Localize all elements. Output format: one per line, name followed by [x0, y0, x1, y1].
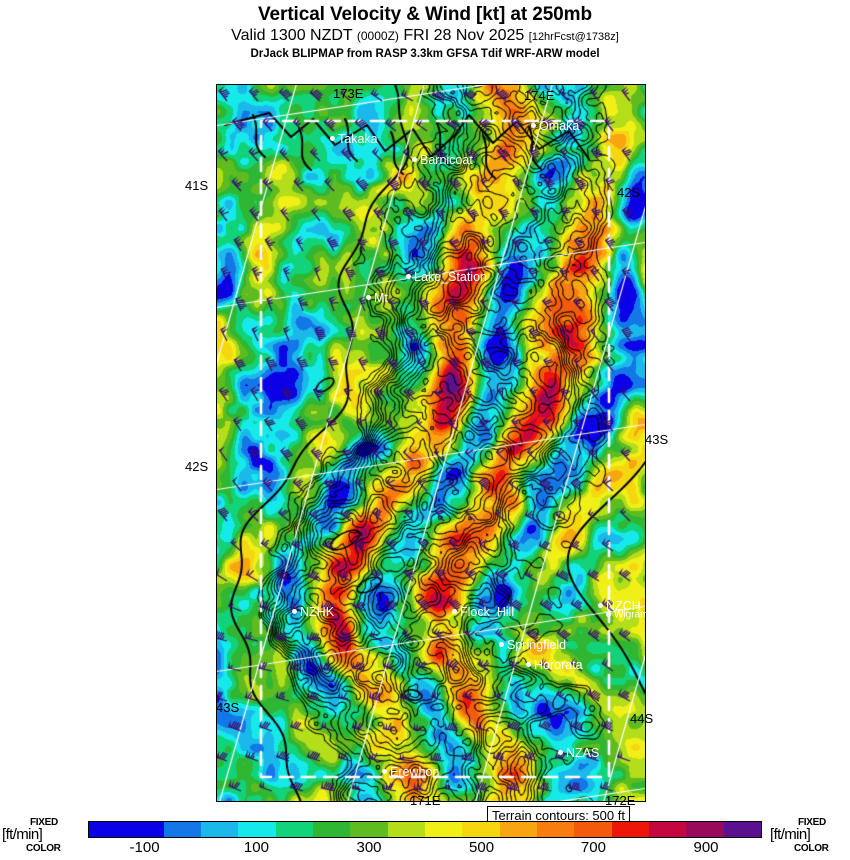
valid-time-line: Valid 1300 NZDT (0000Z) FRI 28 Nov 2025 …: [0, 26, 850, 47]
colorbar-color-label-right: COLOR: [794, 843, 829, 854]
valid-utc: (0000Z): [356, 29, 399, 43]
valid-prefix: Valid 1300 NZDT: [231, 27, 353, 44]
colorbar-swatch-11: [499, 822, 537, 837]
colorbar-swatch-4: [238, 822, 276, 837]
colorbar-swatch-14: [611, 822, 649, 837]
colorbar-swatch-13: [574, 822, 612, 837]
vertical-velocity-field: [217, 85, 645, 801]
lat-label-43S-left: 43S: [216, 700, 240, 715]
colorbar-units-right: FIXED [ft/min] COLOR: [770, 817, 850, 860]
lat-label-41S-left: 41S: [185, 178, 209, 193]
colorbar-tick-900: 900: [693, 839, 719, 856]
colorbar-fixed-label-right: FIXED: [798, 817, 826, 828]
colorbar-swatch-8: [387, 822, 425, 837]
colorbar-swatch-5: [275, 822, 313, 837]
colorbar-swatch-12: [536, 822, 575, 837]
colorbar-swatch-7: [350, 822, 388, 837]
colorbar-swatch-17: [723, 822, 761, 837]
colorbar-tick-labels: -100 100 300 500 700 900: [88, 839, 762, 859]
forecast-map[interactable]: [216, 84, 646, 802]
colorbar-tick-100: 100: [243, 839, 269, 856]
colorbar-swatch-10: [462, 822, 500, 837]
page-title: Vertical Velocity & Wind [kt] at 250mb: [258, 4, 592, 25]
colorbar-swatch-15: [648, 822, 687, 837]
colorbar-swatch-0: [89, 822, 127, 837]
colorbar-swatch-16: [686, 822, 724, 837]
lat-label-42S-right: 42S: [617, 185, 641, 200]
colorbar-fixed-label-left: FIXED: [30, 817, 58, 828]
colorbar-tick-700: 700: [580, 839, 606, 856]
lat-label-43S-right: 43S: [645, 432, 669, 447]
colorbar-swatch-6: [312, 822, 351, 837]
colorbar-swatch-1: [126, 822, 164, 837]
chart-header: Vertical Velocity & Wind [kt] at 250mb V…: [0, 0, 850, 62]
colorbar-units-label-left: [ft/min]: [2, 826, 43, 843]
colorbar-tick-500: 500: [469, 839, 495, 856]
colorbar-legend: FIXED [ft/min] COLOR -100 100 300 500 700 900…: [0, 817, 850, 860]
lat-label-42S-left: 42S: [185, 459, 209, 474]
model-source-line: DrJack BLIPMAP from RASP 3.3km GFSA Tdif…: [250, 48, 600, 60]
lat-label-44S-right: 44S: [630, 711, 654, 726]
colorbar-swatch-9: [424, 822, 463, 837]
valid-date: FRI 28 Nov 2025: [403, 27, 525, 44]
colorbar-swatch-2: [163, 822, 201, 837]
colorbar-tick--100: -100: [129, 839, 160, 856]
colorbar-color-label-left: COLOR: [26, 843, 61, 854]
colorbar-gradient: [88, 821, 762, 838]
colorbar-swatch-3: [200, 822, 239, 837]
colorbar-units-label-right: [ft/min]: [770, 826, 811, 843]
colorbar-tick-300: 300: [356, 839, 382, 856]
colorbar-units-left: FIXED [ft/min] COLOR: [0, 817, 86, 860]
forecast-tag: [12hrFcst@1738z]: [528, 31, 619, 43]
